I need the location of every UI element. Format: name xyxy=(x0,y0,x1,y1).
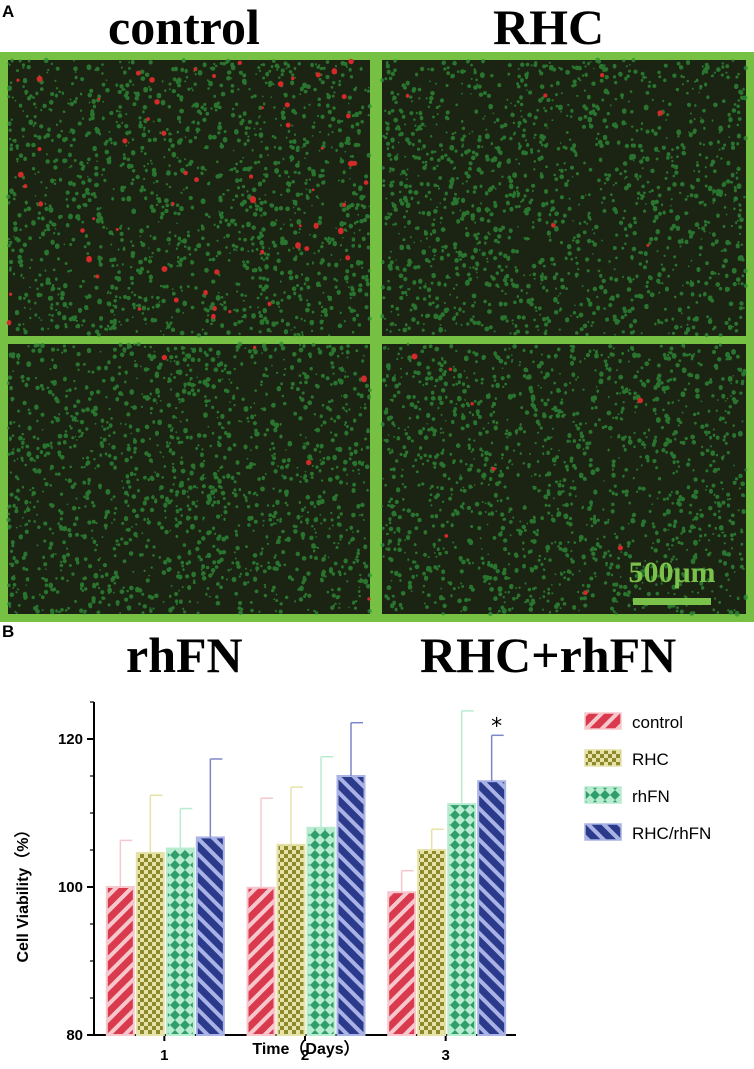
bar-rhc-day-3 xyxy=(417,849,447,1036)
live-cells xyxy=(6,341,372,615)
label-control: control xyxy=(108,0,260,55)
legend-label: control xyxy=(632,713,683,732)
label-rhc: RHC xyxy=(493,0,605,55)
bar-rhc-day-1 xyxy=(135,851,165,1036)
legend-label: rhFN xyxy=(632,787,670,806)
y-tick-label: 120 xyxy=(58,731,83,748)
y-tick-label: 80 xyxy=(66,1027,83,1044)
legend-item: control xyxy=(584,712,683,732)
bar-rhfn-day-1 xyxy=(165,847,195,1036)
legend-swatch xyxy=(584,712,622,730)
micrograph-rhc xyxy=(380,57,749,338)
live-cells xyxy=(380,342,748,617)
bar-rhfn-day-2 xyxy=(306,826,336,1036)
legend-swatch xyxy=(584,749,622,767)
bar-rhc-rhfn-day-3 xyxy=(477,780,507,1037)
scale-bar-label: 500μm xyxy=(629,556,716,589)
bar-rhc-rhfn-day-2 xyxy=(336,775,366,1036)
bar-rhc-day-2 xyxy=(276,843,306,1036)
micrograph-rhfn xyxy=(6,341,372,615)
x-tick-label: 3 xyxy=(441,1047,449,1064)
legend-item: rhFN xyxy=(584,786,670,806)
y-axis-label: Cell Viability（%） xyxy=(14,821,32,962)
live-cells xyxy=(380,57,749,338)
x-tick-label: 1 xyxy=(160,1047,168,1064)
x-axis-label: Time（Days） xyxy=(252,1040,359,1058)
bar-rhc-rhfn-day-1 xyxy=(195,836,225,1036)
cell-viability-bar-chart: 80 100 120 1 2 3 * control RHC rhFN RHC/rhFN Cel… xyxy=(14,701,711,1064)
legend-label: RHC/rhFN xyxy=(632,824,711,843)
label-rhc-rhfn: RHC+rhFN xyxy=(420,627,677,683)
x-tick-label: 2 xyxy=(301,1047,309,1064)
bar-control-day-1 xyxy=(105,886,135,1036)
scale-bar: 500μm xyxy=(629,556,716,605)
panel-b-letter: B xyxy=(2,622,15,641)
bar-rhfn-day-3 xyxy=(447,803,477,1037)
micrograph-control xyxy=(6,57,372,338)
bar-control-day-3 xyxy=(387,891,417,1036)
micrograph-rhc-rhfn xyxy=(380,342,748,617)
live-cells xyxy=(6,57,372,338)
legend-item: RHC/rhFN xyxy=(584,823,711,843)
label-rhfn: rhFN xyxy=(126,627,243,683)
scale-bar-line xyxy=(633,598,711,605)
legend-swatch xyxy=(584,786,622,804)
bar-control-day-2 xyxy=(246,886,276,1036)
fluorescence-micrograph-grid: 500μm xyxy=(0,52,754,622)
legend-swatch xyxy=(584,823,622,841)
legend-label: RHC xyxy=(632,750,669,769)
y-tick-label: 100 xyxy=(58,879,83,896)
legend-item: RHC xyxy=(584,749,669,769)
significance-marker: * xyxy=(491,714,502,739)
panel-a-letter: A xyxy=(2,2,15,21)
